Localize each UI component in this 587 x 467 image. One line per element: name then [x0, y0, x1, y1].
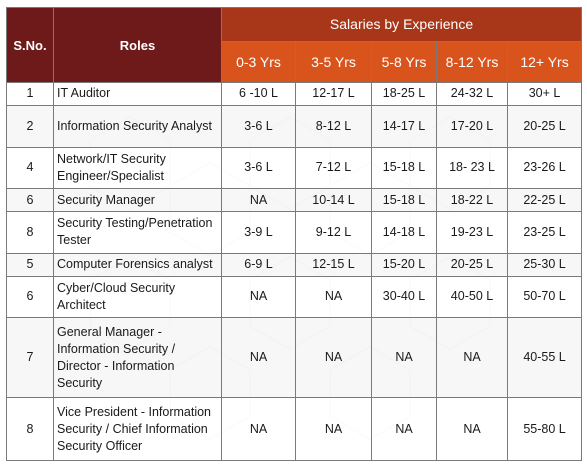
cell-sno: 5: [6, 252, 54, 277]
cell-value: 30+ L: [506, 82, 583, 106]
cell-value: 6-9 L: [221, 252, 296, 277]
table-row: 4 Network/IT Security Engineer/Specialis…: [6, 146, 583, 190]
cell-value: 18- 23 L: [436, 146, 508, 190]
cell-value: NA: [221, 397, 296, 461]
cell-value: 24-32 L: [436, 82, 508, 106]
cell-role: Cyber/Cloud Security Architect: [53, 275, 222, 319]
header-salaries-by-experience: Salaries by Experience: [220, 7, 583, 42]
cell-value: 14-17 L: [371, 104, 437, 148]
header-roles: Roles: [53, 7, 222, 83]
cell-value: NA: [371, 397, 437, 461]
cell-role: General Manager - Information Security /…: [53, 317, 222, 399]
cell-value: 15-18 L: [371, 188, 437, 213]
cell-value: 18-22 L: [436, 188, 508, 213]
cell-value: 22-25 L: [506, 188, 583, 213]
cell-value: 20-25 L: [436, 252, 508, 277]
cell-sno: 8: [6, 211, 54, 254]
cell-value: 15-20 L: [371, 252, 437, 277]
cell-value: 17-20 L: [436, 104, 508, 148]
cell-value: 18-25 L: [371, 82, 437, 106]
cell-value: NA: [436, 397, 508, 461]
cell-value: NA: [221, 275, 296, 319]
table-row: 8 Vice President - Information Security …: [6, 397, 583, 461]
cell-value: 3-6 L: [221, 146, 296, 190]
header-exp-3-5: 3-5 Yrs: [295, 41, 372, 83]
table-row: 2 Information Security Analyst 3-6 L 8-1…: [6, 104, 583, 148]
cell-value: 7-12 L: [295, 146, 372, 190]
cell-value: 20-25 L: [506, 104, 583, 148]
cell-value: 23-26 L: [506, 146, 583, 190]
cell-value: NA: [221, 317, 296, 399]
cell-value: NA: [436, 317, 508, 399]
cell-value: 3-6 L: [221, 104, 296, 148]
cell-value: 40-55 L: [506, 317, 583, 399]
cell-value: NA: [221, 188, 296, 213]
header-exp-12-plus: 12+ Yrs: [506, 41, 583, 83]
header-sno: S.No.: [6, 7, 54, 83]
cell-value: 19-23 L: [436, 211, 508, 254]
header-exp-0-3: 0-3 Yrs: [221, 41, 296, 83]
cell-sno: 6: [6, 188, 54, 213]
cell-sno: 6: [6, 275, 54, 319]
header-exp-8-12: 8-12 Yrs: [436, 41, 508, 83]
table-row: 8 Security Testing/Penetration Tester 3-…: [6, 211, 583, 254]
header-exp-5-8: 5-8 Yrs: [371, 41, 437, 83]
cell-value: 55-80 L: [506, 397, 583, 461]
cell-value: 6 -10 L: [221, 82, 296, 106]
cell-value: 25-30 L: [506, 252, 583, 277]
cell-role: IT Auditor: [53, 82, 222, 106]
cell-value: 12-15 L: [295, 252, 372, 277]
cell-sno: 2: [6, 104, 54, 148]
cell-role: Computer Forensics analyst: [53, 252, 222, 277]
cell-value: 9-12 L: [295, 211, 372, 254]
table-row: 6 Security Manager NA 10-14 L 15-18 L 18…: [6, 188, 583, 213]
cell-value: NA: [295, 397, 372, 461]
cell-value: 23-25 L: [506, 211, 583, 254]
cell-sno: 1: [6, 82, 54, 106]
cell-value: 15-18 L: [371, 146, 437, 190]
cell-value: 50-70 L: [506, 275, 583, 319]
cell-value: 40-50 L: [436, 275, 508, 319]
table-row: 5 Computer Forensics analyst 6-9 L 12-15…: [6, 252, 583, 277]
cell-value: 12-17 L: [295, 82, 372, 106]
cell-value: 10-14 L: [295, 188, 372, 213]
cell-value: 3-9 L: [221, 211, 296, 254]
cell-sno: 8: [6, 397, 54, 461]
cell-sno: 4: [6, 146, 54, 190]
cell-sno: 7: [6, 317, 54, 399]
cell-role: Information Security Analyst: [53, 104, 222, 148]
table-row: 7 General Manager - Information Security…: [6, 317, 583, 399]
cell-value: NA: [295, 317, 372, 399]
cell-value: NA: [295, 275, 372, 319]
cell-role: Vice President - Information Security / …: [53, 397, 222, 461]
table-row: 6 Cyber/Cloud Security Architect NA NA 3…: [6, 275, 583, 319]
cell-role: Security Manager: [53, 188, 222, 213]
cell-value: NA: [371, 317, 437, 399]
cell-value: 14-18 L: [371, 211, 437, 254]
cell-role: Network/IT Security Engineer/Specialist: [53, 146, 222, 190]
cell-value: 8-12 L: [295, 104, 372, 148]
cell-value: 30-40 L: [371, 275, 437, 319]
table-row: 1 IT Auditor 6 -10 L 12-17 L 18-25 L 24-…: [6, 82, 583, 106]
salary-table: S.No. Roles Salaries by Experience 0-3 Y…: [6, 7, 583, 461]
cell-role: Security Testing/Penetration Tester: [53, 211, 222, 254]
